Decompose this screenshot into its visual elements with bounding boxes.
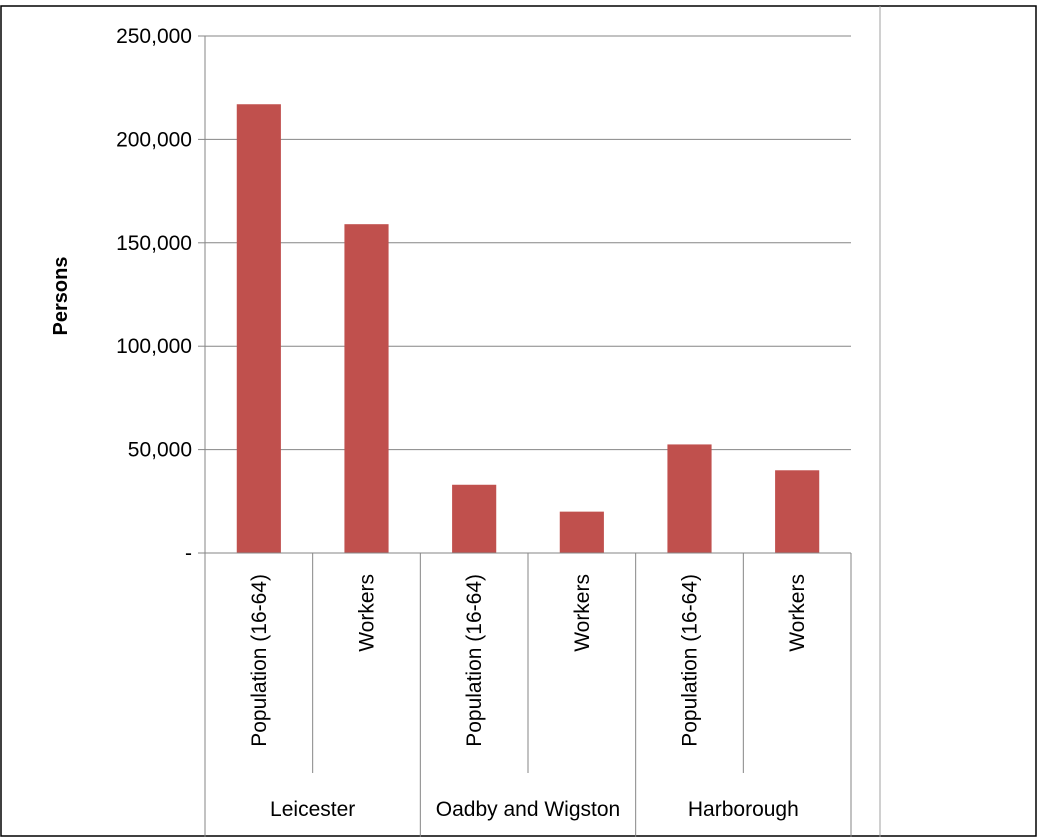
x-group-label: Leicester xyxy=(270,798,355,821)
bar xyxy=(559,511,604,553)
x-category-label: Workers xyxy=(356,574,379,652)
y-tick-label: 100,000 xyxy=(116,335,192,358)
bar xyxy=(236,104,281,553)
x-axis: Population (16-64) Workers Leicester Popula… xyxy=(204,36,852,837)
y-axis-label: Persons xyxy=(50,257,72,336)
gridlines xyxy=(198,35,851,554)
y-tick-label: 250,000 xyxy=(116,25,192,48)
x-category-label: Population (16-64) xyxy=(679,574,702,747)
bar xyxy=(344,224,389,554)
bar xyxy=(667,444,712,553)
chart-frame xyxy=(0,5,1037,837)
x-group-label: Oadby and Wigston xyxy=(436,798,620,821)
x-category-label: Population (16-64) xyxy=(248,574,271,747)
bar xyxy=(452,484,497,553)
x-group-label: Harborough xyxy=(688,798,799,821)
x-category-label: Workers xyxy=(786,574,809,652)
y-tick-label: - xyxy=(185,542,192,565)
bar xyxy=(775,470,820,553)
y-tick-labels: - 50,000 100,000 150,000 200,000 250,000 xyxy=(116,25,192,565)
y-tick-label: 50,000 xyxy=(128,439,192,462)
y-tick-label: 150,000 xyxy=(116,232,192,255)
bars xyxy=(236,104,820,554)
x-category-label: Population (16-64) xyxy=(463,574,486,747)
y-tick-label: 200,000 xyxy=(116,128,192,151)
x-category-label: Workers xyxy=(571,574,594,652)
